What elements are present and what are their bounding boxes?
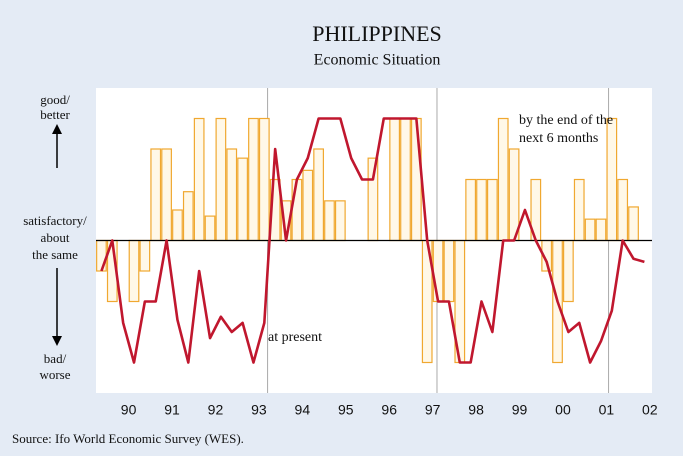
x-tick-label: 01 bbox=[599, 402, 615, 418]
bar bbox=[128, 239, 140, 303]
bar bbox=[400, 117, 411, 242]
x-tick-label: 91 bbox=[164, 402, 180, 418]
annotation: by the end of the bbox=[519, 113, 613, 128]
x-tick-label: 98 bbox=[468, 402, 484, 418]
arrows bbox=[52, 124, 62, 346]
bar bbox=[617, 178, 629, 242]
x-tick-label: 96 bbox=[381, 402, 397, 418]
y-axis-label: good/ bbox=[40, 92, 70, 107]
source: Source: Ifo World Economic Survey (WES). bbox=[12, 431, 244, 446]
y-axis-label: bad/ bbox=[44, 351, 67, 366]
bar bbox=[215, 117, 227, 242]
bar bbox=[606, 117, 618, 242]
bar bbox=[465, 178, 477, 242]
x-tick-label: 97 bbox=[425, 402, 441, 418]
bar bbox=[563, 239, 574, 303]
chart-subtitle: Economic Situation bbox=[314, 52, 441, 69]
bar bbox=[96, 239, 107, 272]
down-arrow-head bbox=[52, 336, 62, 346]
bar bbox=[193, 117, 205, 242]
bar bbox=[476, 178, 487, 242]
bar bbox=[486, 178, 498, 242]
bar bbox=[508, 148, 520, 242]
bar bbox=[172, 209, 183, 242]
x-tick-label: 92 bbox=[208, 402, 224, 418]
bar bbox=[313, 148, 324, 242]
x-tick-label: 93 bbox=[251, 402, 267, 418]
bar bbox=[204, 215, 216, 242]
bar bbox=[324, 200, 335, 242]
bar bbox=[443, 239, 455, 303]
bar bbox=[150, 148, 162, 242]
bar bbox=[334, 200, 346, 242]
bar bbox=[595, 218, 607, 242]
y-axis-label: about bbox=[41, 230, 70, 245]
bar bbox=[226, 148, 238, 242]
y-axis-label: the same bbox=[32, 247, 78, 262]
bar bbox=[410, 117, 422, 242]
bar bbox=[237, 157, 248, 242]
up-arrow-head bbox=[52, 124, 62, 134]
bar bbox=[367, 157, 379, 242]
bar bbox=[258, 117, 270, 242]
bar bbox=[182, 191, 194, 242]
y-axis-label: better bbox=[40, 107, 70, 122]
bar bbox=[628, 206, 639, 242]
bar bbox=[248, 117, 259, 242]
chart-title: PHILIPPINES bbox=[312, 21, 442, 46]
y-axis-label: satisfactory/ bbox=[23, 213, 87, 228]
bar bbox=[139, 239, 151, 272]
bar bbox=[302, 169, 314, 242]
line bbox=[100, 117, 645, 364]
bar bbox=[432, 239, 444, 303]
x-tick-label: 90 bbox=[121, 402, 137, 418]
x-tick-label: 99 bbox=[512, 402, 528, 418]
annotation: at present bbox=[268, 330, 322, 345]
bar bbox=[389, 117, 401, 242]
x-tick-label: 95 bbox=[338, 402, 354, 418]
bar bbox=[497, 117, 509, 242]
x-tick-label: 94 bbox=[295, 402, 311, 418]
bar bbox=[584, 218, 596, 242]
annotation: next 6 months bbox=[519, 131, 598, 146]
bar bbox=[161, 148, 172, 242]
bar bbox=[573, 178, 585, 242]
y-axis-label: worse bbox=[39, 367, 70, 382]
x-tick-label: 02 bbox=[642, 402, 658, 418]
bar bbox=[291, 178, 303, 242]
x-tick-label: 00 bbox=[555, 402, 571, 418]
